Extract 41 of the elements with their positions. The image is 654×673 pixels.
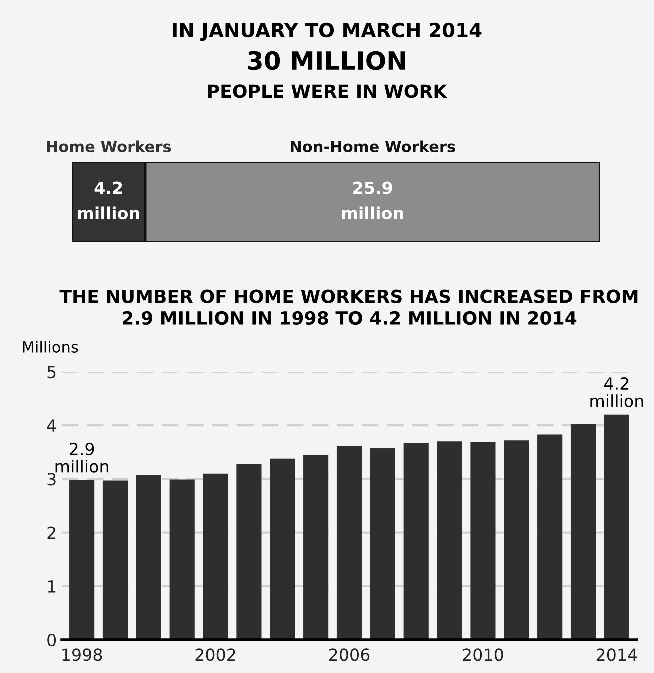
- bar: [70, 480, 95, 640]
- x-tick-label: 2014: [596, 648, 638, 662]
- x-tick-label: 2002: [196, 648, 236, 662]
- bar: [304, 455, 329, 640]
- y-axis-title: Millions: [23, 341, 78, 353]
- bar: [236, 464, 262, 640]
- annotation: 2.9 million: [56, 442, 108, 473]
- bar: [203, 474, 228, 640]
- chart-title: THE NUMBER OF HOME WORKERS HAS INCREASED FROM 2.9 MILLION IN 1998 TO 4.2 MILLION IN 2014: [60, 290, 638, 326]
- bar: [470, 442, 496, 640]
- x-tick-label: 2006: [330, 648, 370, 662]
- bar: [604, 414, 630, 640]
- x-tick-label: 1998: [62, 648, 102, 662]
- data-label: 4.2: [94, 182, 122, 194]
- bar: [170, 480, 195, 640]
- bar: [136, 475, 162, 640]
- y-tick-label: 0: [48, 634, 56, 647]
- text: PEOPLE WERE IN WORK: [208, 84, 448, 98]
- y-tick-label: 5: [48, 366, 56, 379]
- chart-title: IN JANUARY TO MARCH 2014: [173, 22, 482, 42]
- y-tick-label: 4: [47, 420, 56, 432]
- bar: [102, 480, 128, 640]
- bar: [504, 440, 530, 640]
- series-label: Non-Home Workers: [291, 140, 456, 153]
- annotation: million: [342, 206, 404, 220]
- bar: [404, 443, 429, 640]
- bar: [570, 424, 596, 640]
- annotation: 4.2 million: [590, 377, 644, 408]
- bar: [538, 434, 563, 640]
- bar: [336, 446, 362, 640]
- bar: [270, 458, 296, 640]
- annotation: million: [78, 206, 140, 220]
- bar: [437, 442, 462, 640]
- y-tick-label: 2: [48, 526, 56, 540]
- bar: [370, 448, 396, 640]
- x-tick-label: 2010: [463, 648, 504, 662]
- series-label: Home Workers: [47, 140, 172, 153]
- y-tick-label: 1: [48, 580, 56, 593]
- data-label: 25.9: [354, 182, 392, 194]
- y-tick-label: 3: [48, 473, 56, 486]
- chart-subtitle: 30 MILLION: [248, 51, 406, 70]
